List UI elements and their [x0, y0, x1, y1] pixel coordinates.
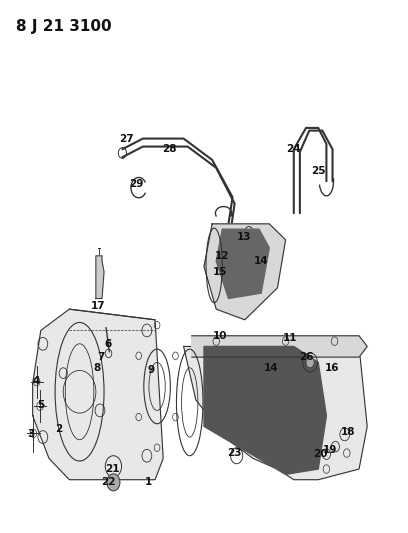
Text: 29: 29: [129, 179, 144, 189]
Text: 25: 25: [311, 166, 326, 175]
Text: 13: 13: [237, 232, 251, 242]
Text: 4: 4: [32, 376, 40, 386]
Text: 14: 14: [254, 256, 268, 266]
Text: 1: 1: [145, 478, 153, 487]
Text: 26: 26: [299, 352, 313, 362]
Text: 11: 11: [282, 334, 297, 343]
Text: 24: 24: [286, 144, 301, 154]
Text: 8: 8: [93, 363, 101, 373]
Polygon shape: [216, 229, 269, 298]
Text: 10: 10: [213, 331, 228, 341]
Polygon shape: [204, 346, 326, 474]
Text: 8 J 21 3100: 8 J 21 3100: [16, 19, 112, 34]
Text: 2: 2: [55, 424, 63, 434]
Text: 22: 22: [101, 478, 115, 487]
Text: 7: 7: [98, 352, 105, 362]
Text: 6: 6: [104, 339, 112, 349]
Polygon shape: [96, 256, 104, 298]
Text: 21: 21: [105, 464, 120, 474]
Text: 15: 15: [213, 267, 228, 277]
Polygon shape: [33, 309, 163, 480]
Polygon shape: [192, 336, 367, 357]
Text: 3: 3: [27, 430, 34, 439]
Text: 18: 18: [340, 427, 355, 437]
Text: 28: 28: [162, 144, 177, 154]
Text: 16: 16: [325, 363, 340, 373]
Polygon shape: [184, 346, 367, 480]
Text: 12: 12: [215, 251, 230, 261]
Text: 20: 20: [313, 449, 328, 459]
Text: 9: 9: [147, 366, 155, 375]
Text: 17: 17: [91, 302, 105, 311]
Text: 14: 14: [264, 363, 279, 373]
Polygon shape: [204, 224, 286, 320]
Text: 27: 27: [119, 134, 134, 143]
Text: 23: 23: [227, 448, 242, 458]
Circle shape: [107, 474, 120, 491]
Circle shape: [306, 357, 314, 368]
Text: 5: 5: [37, 400, 44, 410]
Text: 19: 19: [323, 446, 338, 455]
